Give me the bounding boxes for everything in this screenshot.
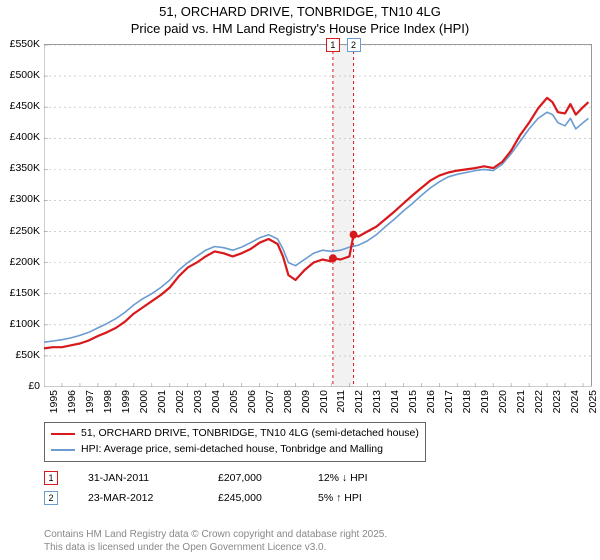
x-tick-label: 2011 — [335, 390, 347, 413]
x-tick-label: 2006 — [246, 390, 258, 413]
x-tick-label: 2014 — [389, 390, 401, 413]
x-tick-label: 2013 — [371, 390, 383, 413]
y-tick-label: £200K — [0, 256, 40, 268]
y-tick-label: £550K — [0, 38, 40, 50]
x-tick-label: 1999 — [120, 390, 132, 413]
legend-row: HPI: Average price, semi-detached house,… — [51, 442, 419, 458]
y-tick-label: £500K — [0, 69, 40, 81]
sale-date: 31-JAN-2011 — [88, 472, 218, 484]
footer-line1: Contains HM Land Registry data © Crown c… — [44, 528, 387, 541]
x-tick-label: 2004 — [210, 390, 222, 413]
legend-swatch-property — [51, 433, 75, 435]
x-tick-label: 1998 — [102, 390, 114, 413]
y-tick-label: £350K — [0, 162, 40, 174]
y-tick-label: £450K — [0, 100, 40, 112]
x-tick-label: 1997 — [84, 390, 96, 413]
x-tick-label: 2022 — [533, 390, 545, 413]
chart-plot-area — [44, 44, 592, 386]
x-tick-label: 2008 — [282, 390, 294, 413]
y-tick-label: £400K — [0, 131, 40, 143]
x-tick-label: 2002 — [174, 390, 186, 413]
title-block: 51, ORCHARD DRIVE, TONBRIDGE, TN10 4LG P… — [0, 0, 600, 38]
sale-marker-box: 1 — [326, 38, 340, 52]
sales-table: 1 31-JAN-2011 £207,000 12% ↓ HPI 2 23-MA… — [44, 468, 438, 508]
sales-row: 2 23-MAR-2012 £245,000 5% ↑ HPI — [44, 488, 438, 508]
legend-swatch-hpi — [51, 449, 75, 451]
x-tick-label: 2015 — [407, 390, 419, 413]
x-tick-label: 1996 — [66, 390, 78, 413]
sale-diff: 5% ↑ HPI — [318, 492, 438, 504]
sale-marker-2: 2 — [44, 491, 58, 505]
chart-svg — [44, 45, 592, 387]
footer-line2: This data is licensed under the Open Gov… — [44, 541, 387, 554]
x-tick-label: 2024 — [569, 390, 581, 413]
x-tick-label: 2018 — [461, 390, 473, 413]
legend: 51, ORCHARD DRIVE, TONBRIDGE, TN10 4LG (… — [44, 422, 426, 462]
x-tick-label: 2003 — [192, 390, 204, 413]
x-tick-label: 2017 — [443, 390, 455, 413]
x-tick-label: 2020 — [497, 390, 509, 413]
sale-diff: 12% ↓ HPI — [318, 472, 438, 484]
legend-row: 51, ORCHARD DRIVE, TONBRIDGE, TN10 4LG (… — [51, 426, 419, 442]
x-tick-label: 2012 — [353, 390, 365, 413]
y-tick-label: £150K — [0, 287, 40, 299]
x-tick-label: 2021 — [515, 390, 527, 413]
sale-marker-1: 1 — [44, 471, 58, 485]
x-tick-label: 2023 — [551, 390, 563, 413]
sale-date: 23-MAR-2012 — [88, 492, 218, 504]
y-tick-label: £0 — [0, 380, 40, 392]
title-subtitle: Price paid vs. HM Land Registry's House … — [0, 21, 600, 38]
x-tick-label: 2001 — [156, 390, 168, 413]
chart-container: 51, ORCHARD DRIVE, TONBRIDGE, TN10 4LG P… — [0, 0, 600, 560]
y-tick-label: £250K — [0, 225, 40, 237]
sale-price: £245,000 — [218, 492, 318, 504]
sales-row: 1 31-JAN-2011 £207,000 12% ↓ HPI — [44, 468, 438, 488]
x-tick-label: 2019 — [479, 390, 491, 413]
footer: Contains HM Land Registry data © Crown c… — [44, 528, 387, 554]
x-tick-label: 2016 — [425, 390, 437, 413]
y-tick-label: £100K — [0, 318, 40, 330]
x-tick-label: 2007 — [264, 390, 276, 413]
x-tick-label: 2025 — [587, 390, 599, 413]
x-tick-label: 2009 — [300, 390, 312, 413]
y-tick-label: £300K — [0, 193, 40, 205]
legend-label-property: 51, ORCHARD DRIVE, TONBRIDGE, TN10 4LG (… — [81, 426, 419, 442]
x-tick-label: 2005 — [228, 390, 240, 413]
sale-price: £207,000 — [218, 472, 318, 484]
y-tick-label: £50K — [0, 349, 40, 361]
title-address: 51, ORCHARD DRIVE, TONBRIDGE, TN10 4LG — [0, 4, 600, 21]
x-tick-label: 1995 — [48, 390, 60, 413]
legend-label-hpi: HPI: Average price, semi-detached house,… — [81, 442, 383, 458]
sale-marker-box: 2 — [347, 38, 361, 52]
x-tick-label: 2000 — [138, 390, 150, 413]
x-tick-label: 2010 — [318, 390, 330, 413]
